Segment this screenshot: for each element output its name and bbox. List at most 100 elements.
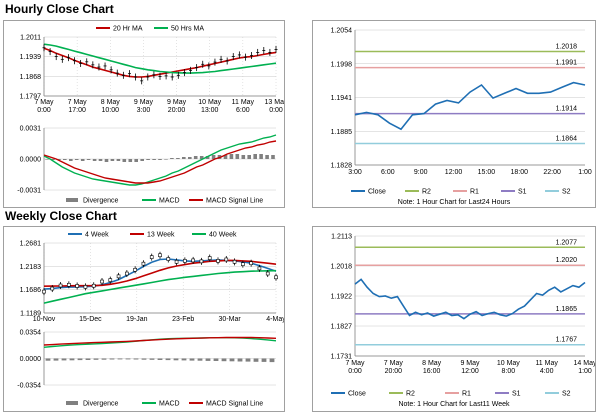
weekly-price-bar <box>91 283 96 288</box>
weekly-divergence-bar <box>69 358 75 361</box>
hourly-macd-legend-label: Divergence <box>83 198 119 205</box>
hourly-pivot-xtick: 6:00 <box>381 169 395 176</box>
weekly-price-bar <box>232 260 237 264</box>
hourly-macd-ytick: 0.0031 <box>20 126 42 133</box>
weekly-pivot-ytick: 1.1731 <box>331 354 353 361</box>
hourly-price-xtick: 8 May <box>101 99 121 106</box>
weekly-divergence-bar <box>165 358 171 361</box>
hourly-divergence-bar <box>199 156 204 159</box>
hourly-price-ytick: 1.2011 <box>20 35 41 42</box>
hourly-pivot-legend-label: S1 <box>518 189 527 196</box>
hourly-pivot-ytick: 1.1941 <box>331 95 353 102</box>
hourly-pivot-xtick: 15:00 <box>478 169 496 176</box>
weekly-pivot-ytick: 1.2018 <box>331 264 353 271</box>
weekly-price-legend-label: 13 Week <box>147 232 175 239</box>
weekly-pivot-legend-label: R2 <box>406 391 415 398</box>
weekly-price-ytick: 1.2681 <box>20 241 42 248</box>
weekly-pivot-xtick: 7 May <box>384 360 404 367</box>
weekly-macd-ytick: 0.0000 <box>20 356 42 363</box>
hourly-divergence-bar <box>223 155 228 159</box>
hourly-divergence-bar <box>271 155 275 159</box>
weekly-price-bar <box>58 283 63 288</box>
hourly-macd-line <box>43 134 277 186</box>
weekly-pivot-ytick: 1.2113 <box>331 234 352 241</box>
weekly-price-bar <box>67 283 71 287</box>
weekly-price-bar <box>249 261 253 266</box>
hourly-price-legend-label: 50 Hrs MA <box>171 26 204 33</box>
hourly-pivot-xtick: 12:00 <box>445 169 463 176</box>
weekly-pivot-legend-label: R1 <box>462 391 471 398</box>
weekly-divergence-bar <box>85 358 91 360</box>
hourly-divergence-bar <box>110 159 115 161</box>
weekly-pivot-xtick: 14 May <box>574 360 595 367</box>
hourly-divergence-bar <box>211 155 216 159</box>
weekly-pivot-legend-label: Close <box>348 391 366 398</box>
hourly-pivot-chart: 1.2054 1.1998 1.1941 1.1885 1.1828 1.2018 1.19… <box>331 28 592 207</box>
hourly-divergence-bar <box>86 159 91 160</box>
weekly-price-bar <box>149 255 154 259</box>
hourly-divergence-bar <box>170 158 174 159</box>
hourly-price-xtick: 17:00 <box>68 107 86 114</box>
hourly-macd-signal-line <box>43 140 277 184</box>
weekly-price-legend-label: 4 Week <box>85 232 109 239</box>
hourly-divergence-bar <box>140 159 144 161</box>
hourly-divergence-bar <box>104 159 109 162</box>
weekly-ma-line-2 <box>43 259 277 287</box>
weekly-divergence-bar <box>229 358 235 362</box>
weekly-price-bar <box>174 260 179 264</box>
hourly-price-xtick: 10 May <box>198 99 221 106</box>
hourly-divergence-bar <box>253 154 257 159</box>
hourly-pivot-note: Note: 1 Hour Chart for Last24 Hours <box>398 199 511 206</box>
weekly-divergence-bar <box>181 358 187 361</box>
hourly-divergence-bar <box>265 155 269 159</box>
weekly-price-xtick: 19-Jan <box>126 316 148 323</box>
hourly-pivot-legend-label: R2 <box>422 189 431 196</box>
weekly-divergence-bar <box>205 358 211 361</box>
hourly-divergence-bar <box>57 159 61 160</box>
hourly-pivot-legend-label: S2 <box>562 189 571 196</box>
hourly-left-panel: 20 Hr MA 50 Hrs MA 1.2011 1.1939 1.1868 1.179… <box>3 20 288 208</box>
weekly-price-bar <box>108 278 113 282</box>
hourly-pivot-xtick: 1:00 <box>578 169 592 176</box>
hourly-divergence-bar <box>51 159 55 160</box>
weekly-pivot-xtick: 8:00 <box>502 368 516 375</box>
hourly-price-xtick: 0:00 <box>269 107 283 114</box>
weekly-price-xtick: 10-Nov <box>33 316 56 323</box>
hourly-price-xtick: 6:00 <box>236 107 250 114</box>
hourly-price-xtick: 9 May <box>134 99 154 106</box>
hourly-divergence-bar <box>164 159 168 160</box>
weekly-divergence-bar <box>77 358 83 361</box>
weekly-price-bar <box>183 259 187 263</box>
weekly-price-bar <box>207 256 212 260</box>
weekly-price-bar <box>100 279 104 284</box>
hourly-divergence-bar <box>182 157 186 159</box>
hourly-divergence-bar <box>122 159 127 162</box>
hourly-ma-line-2 <box>43 43 277 74</box>
weekly-divergence-bar <box>117 358 123 360</box>
hourly-price-macd-chart: 20 Hr MA 50 Hrs MA 1.2011 1.1939 1.1868 1.179… <box>17 26 288 205</box>
weekly-macd-legend-label: MACD Signal Line <box>206 401 263 408</box>
weekly-divergence-bar <box>125 358 131 360</box>
weekly-divergence-bar <box>53 358 59 361</box>
weekly-macd-legend-swatch <box>66 401 78 405</box>
weekly-divergence-bar <box>197 358 203 361</box>
weekly-price-xtick: 4-May <box>266 316 284 323</box>
hourly-price-xtick: 7 May <box>34 99 54 106</box>
hourly-pivot-s1-label: 1.1914 <box>556 106 578 113</box>
weekly-macd-signal-line <box>43 336 277 346</box>
weekly-price-bar <box>216 259 220 263</box>
weekly-divergence-bar <box>141 358 147 360</box>
weekly-divergence-bar <box>261 358 267 362</box>
weekly-price-legend-label: 40 Week <box>209 232 237 239</box>
weekly-divergence-bar <box>101 358 107 360</box>
weekly-divergence-bar <box>157 358 163 360</box>
hourly-divergence-bar <box>146 159 150 160</box>
weekly-pivot-xtick: 10 May <box>497 360 520 367</box>
hourly-divergence-bar <box>63 159 67 160</box>
weekly-pivot-xtick: 12:00 <box>461 368 479 375</box>
hourly-macd-legend-label: MACD Signal Line <box>206 198 263 205</box>
weekly-price-xtick: 30-Mar <box>219 316 242 323</box>
hourly-divergence-bar <box>152 159 156 160</box>
hourly-pivot-xtick: 9:00 <box>414 169 428 176</box>
